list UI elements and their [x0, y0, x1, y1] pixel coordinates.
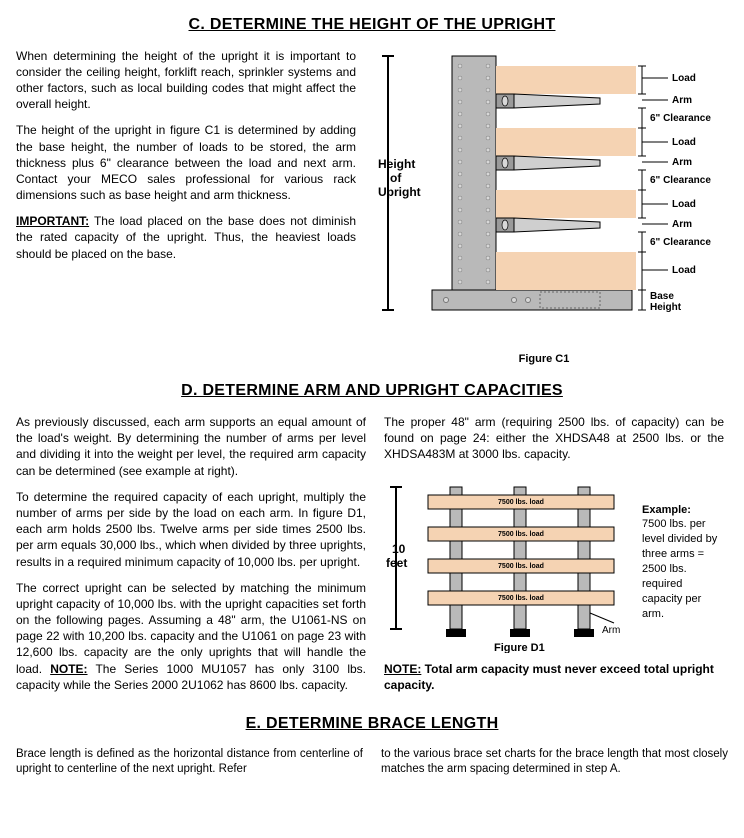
- c1-clear-2: 6" Clearance: [650, 175, 711, 186]
- c-important-label: IMPORTANT:: [16, 214, 89, 228]
- c-p3: IMPORTANT: The load placed on the base d…: [16, 213, 356, 262]
- c1-level-3: [496, 190, 636, 232]
- figure-c1-svg: HeightofUpright: [374, 48, 714, 348]
- figure-d1-caption: Figure D1: [494, 642, 545, 653]
- d1-bar-1: 7500 lbs. load: [498, 499, 544, 506]
- c1-load-4: Load: [672, 265, 696, 276]
- d-right-p1: The proper 48" arm (requiring 2500 lbs. …: [384, 414, 724, 463]
- c1-load-3: Load: [672, 199, 696, 210]
- d-note-label: NOTE:: [384, 662, 421, 676]
- section-e-body: Brace length is defined as the horizonta…: [16, 747, 728, 778]
- c1-height-label: HeightofUpright: [378, 157, 421, 199]
- figure-c1: HeightofUpright: [374, 48, 714, 367]
- d1-example-text: 7500 lbs. per level divided by three arm…: [642, 518, 717, 619]
- section-c-title: C. DETERMINE THE HEIGHT OF THE UPRIGHT: [16, 14, 728, 36]
- e-left: Brace length is defined as the horizonta…: [16, 747, 363, 778]
- d1-bar-4: 7500 lbs. load: [498, 595, 544, 602]
- d1-example-title: Example:: [642, 504, 691, 516]
- section-d-right: The proper 48" arm (requiring 2500 lbs. …: [384, 414, 724, 703]
- svg-text:10feet: 10feet: [386, 542, 407, 570]
- c1-arm-3: Arm: [672, 219, 692, 230]
- section-c-text: When determining the height of the uprig…: [16, 48, 356, 367]
- c1-clear-1: 6" Clearance: [650, 113, 711, 124]
- c1-level-1: [496, 66, 636, 108]
- d-left-p3: The correct upright can be selected by m…: [16, 580, 366, 693]
- c1-load-1: Load: [672, 73, 696, 84]
- e-right: to the various brace set charts for the …: [381, 747, 728, 778]
- d1-bar-3: 7500 lbs. load: [498, 563, 544, 570]
- figure-c1-caption: Figure C1: [374, 352, 714, 367]
- c1-arm-1: Arm: [672, 95, 692, 106]
- section-d-body: As previously discussed, each arm suppor…: [16, 414, 728, 703]
- c1-arm-2: Arm: [672, 157, 692, 168]
- c1-load-2: Load: [672, 137, 696, 148]
- c-p2: The height of the upright in figure C1 i…: [16, 122, 356, 203]
- d1-arm-label: Arm: [602, 625, 620, 636]
- d-note: NOTE: Total arm capacity must never exce…: [384, 661, 724, 693]
- c1-base-1: BaseHeight: [650, 291, 682, 313]
- c1-level-2: [496, 128, 636, 170]
- d-left-p2: To determine the required capacity of ea…: [16, 489, 366, 570]
- d-note-text: Total arm capacity must never exceed tot…: [384, 662, 714, 692]
- section-d-left: As previously discussed, each arm suppor…: [16, 414, 366, 703]
- d1-bar-2: 7500 lbs. load: [498, 531, 544, 538]
- d1-example: Example: 7500 lbs. per level divided by …: [642, 503, 724, 622]
- section-d-title: D. DETERMINE ARM AND UPRIGHT CAPACITIES: [16, 380, 728, 402]
- d-left-note-label: NOTE:: [50, 662, 87, 676]
- c-p1: When determining the height of the uprig…: [16, 48, 356, 113]
- section-e-title: E. DETERMINE BRACE LENGTH: [16, 713, 728, 735]
- c1-clear-3: 6" Clearance: [650, 237, 711, 248]
- d-left-p1: As previously discussed, each arm suppor…: [16, 414, 366, 479]
- figure-d1-svg: 10feet 7500 lbs. load 7500 l: [384, 473, 634, 653]
- section-c-body: When determining the height of the uprig…: [16, 48, 728, 367]
